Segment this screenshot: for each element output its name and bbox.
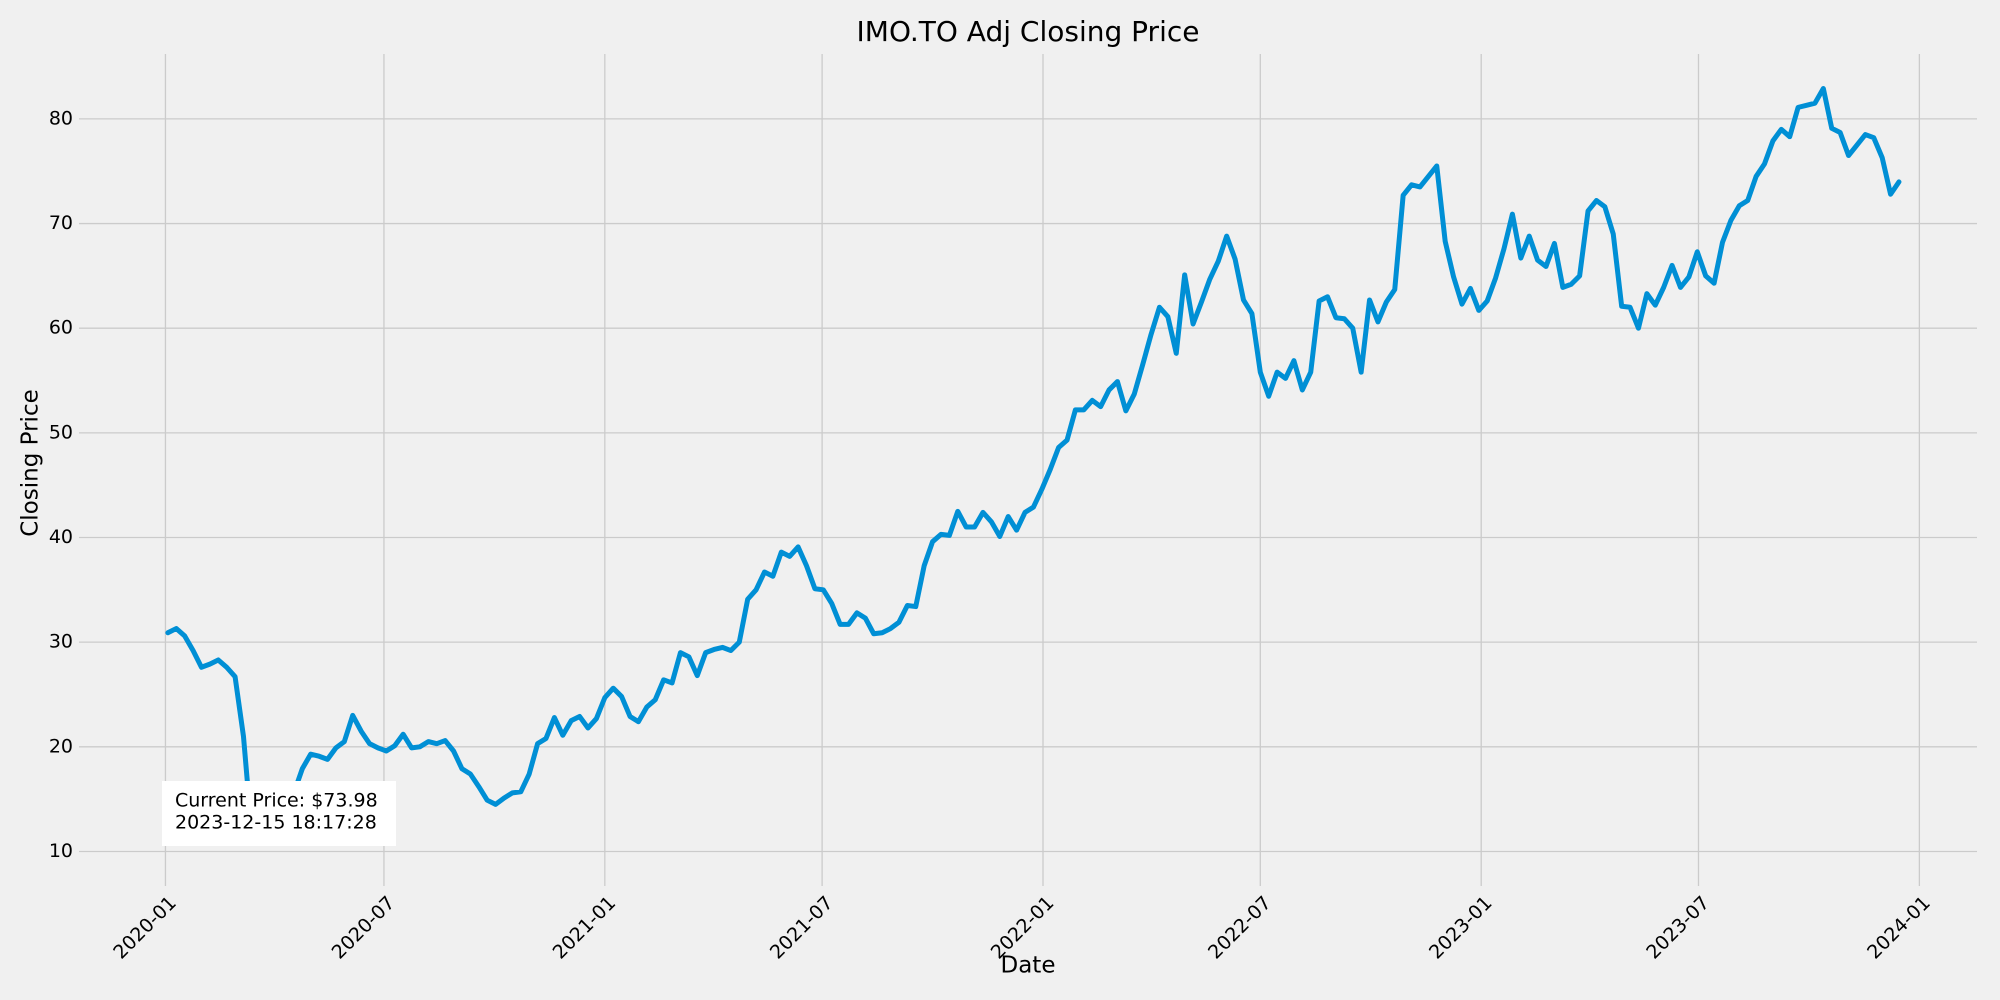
y-tick-label: 50 [49,421,73,443]
x-tick-label: 2020-07 [328,892,400,964]
x-tick-label: 2021-07 [766,892,838,964]
annotation-box [162,781,396,846]
y-tick-label: 30 [49,631,73,653]
x-tick-label: 2024-01 [1863,892,1935,964]
x-tick-label: 2023-01 [1425,892,1497,964]
y-axis-label: Closing Price [18,389,44,537]
annotation-text: Current Price: $73.98 [175,790,378,812]
x-axis-label: Date [1001,953,1056,979]
grid [79,54,1977,886]
y-tick-label: 70 [49,212,73,234]
x-tick-label: 2022-07 [1204,892,1276,964]
x-tick-label: 2021-01 [549,892,621,964]
y-tick-label: 80 [49,107,73,129]
y-tick-label: 10 [49,840,73,862]
y-tick-label: 60 [49,317,73,339]
price-line [165,86,1902,838]
y-tick-label: 40 [49,526,73,548]
y-tick-label: 20 [49,735,73,757]
chart-title: IMO.TO Adj Closing Price [857,15,1200,48]
annotation-text: 2023-12-15 18:17:28 [175,812,377,834]
x-tick-label: 2020-01 [109,892,181,964]
x-tick-label: 2023-07 [1642,892,1714,964]
